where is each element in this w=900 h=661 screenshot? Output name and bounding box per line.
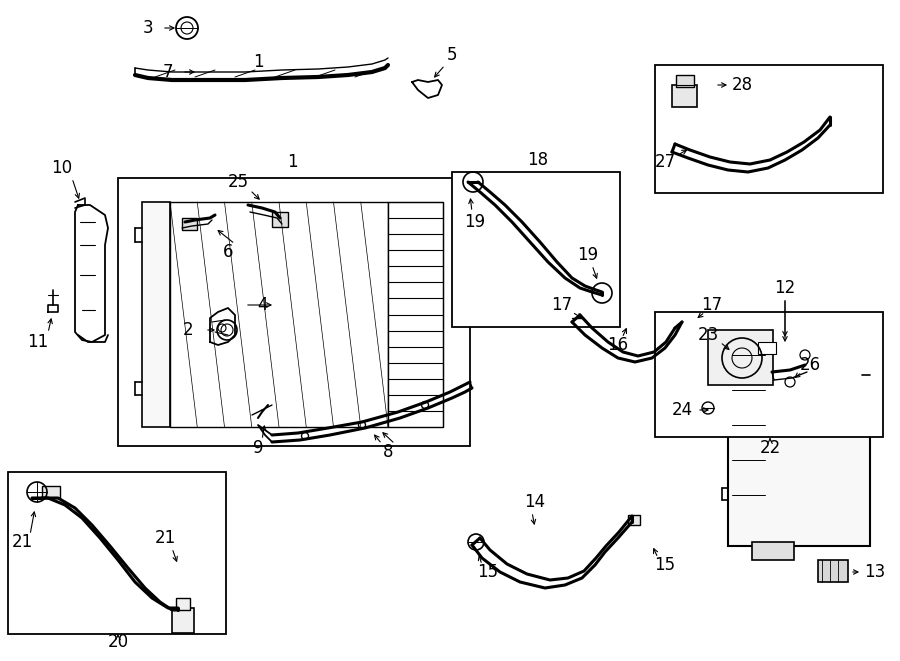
- Text: 22: 22: [760, 439, 780, 457]
- Text: 9: 9: [253, 439, 263, 457]
- Bar: [818, 560, 848, 582]
- Text: 15: 15: [654, 556, 676, 574]
- Bar: [217, 322, 237, 330]
- Text: 20: 20: [107, 633, 129, 651]
- Bar: [182, 218, 197, 230]
- Text: 21: 21: [155, 529, 176, 547]
- Bar: [728, 348, 870, 546]
- Text: 23: 23: [698, 326, 718, 344]
- Bar: [628, 515, 640, 525]
- Bar: [272, 212, 288, 227]
- Text: 5: 5: [446, 46, 457, 64]
- Text: 13: 13: [864, 563, 886, 581]
- Text: 15: 15: [477, 563, 499, 581]
- Text: 17: 17: [701, 296, 723, 314]
- Text: 12: 12: [774, 279, 796, 297]
- Text: 27: 27: [654, 153, 676, 171]
- Text: 16: 16: [608, 336, 628, 354]
- Text: 19: 19: [464, 213, 486, 231]
- Bar: [758, 342, 776, 354]
- Text: 24: 24: [671, 401, 693, 419]
- Bar: [255, 418, 267, 424]
- Text: 10: 10: [51, 159, 73, 177]
- Bar: [170, 202, 388, 427]
- Text: 25: 25: [228, 173, 248, 191]
- Text: 1: 1: [253, 53, 264, 71]
- Text: 18: 18: [527, 151, 549, 169]
- Text: 14: 14: [525, 493, 545, 511]
- Text: 6: 6: [223, 243, 233, 261]
- Bar: [388, 202, 443, 427]
- Bar: [655, 312, 883, 437]
- Bar: [42, 486, 60, 498]
- Bar: [672, 85, 697, 107]
- Text: 21: 21: [12, 533, 32, 551]
- Text: 8: 8: [382, 443, 393, 461]
- Text: 26: 26: [799, 356, 821, 374]
- Bar: [708, 330, 773, 385]
- Text: 7: 7: [163, 63, 173, 81]
- Bar: [676, 75, 694, 87]
- Text: 11: 11: [27, 333, 49, 351]
- Text: 3: 3: [143, 19, 153, 37]
- Text: 1: 1: [287, 153, 297, 171]
- Bar: [118, 178, 470, 446]
- Bar: [8, 472, 226, 634]
- Bar: [176, 598, 190, 610]
- Text: 19: 19: [578, 246, 599, 264]
- Bar: [672, 312, 694, 334]
- Text: 28: 28: [732, 76, 752, 94]
- Text: 2: 2: [183, 321, 194, 339]
- Text: 17: 17: [552, 296, 572, 314]
- Bar: [752, 542, 794, 560]
- Bar: [142, 202, 170, 427]
- Bar: [655, 65, 883, 193]
- Bar: [172, 608, 194, 633]
- Bar: [452, 172, 620, 327]
- Text: 4: 4: [256, 296, 267, 314]
